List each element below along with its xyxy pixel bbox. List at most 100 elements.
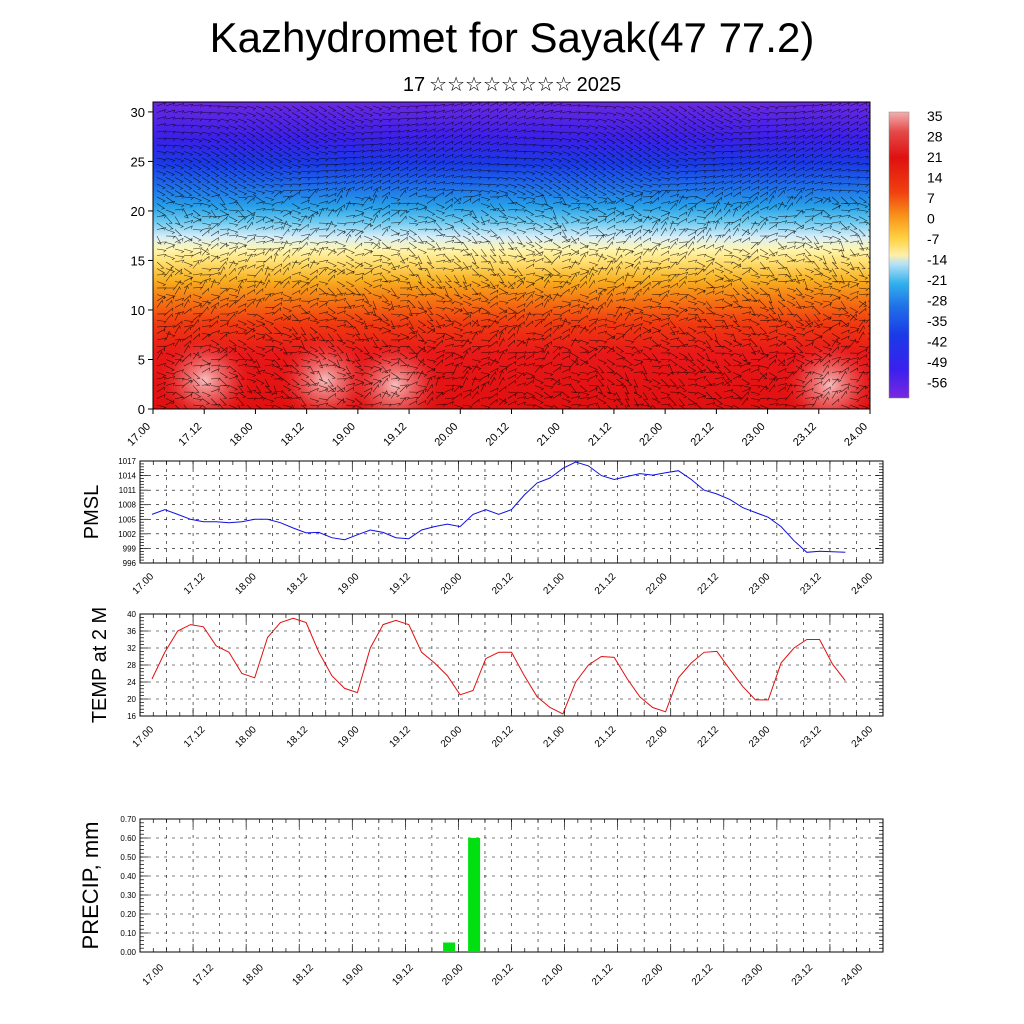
heatmap-x-tick-label: 23.00 [740,421,768,449]
heatmap-x-tick-label: 18.12 [279,421,307,449]
heatmap-y-tick-label: 10 [131,303,145,318]
temp-x-tick-label: 21.00 [542,724,568,750]
precip-y-tick-label: 0.20 [120,910,136,919]
heatmap-x-tick-label: 21.12 [586,421,614,449]
heatmap-y-tick-label: 20 [131,204,145,219]
precip-x-tick-label: 20.12 [490,962,516,988]
temp-y-tick-label: 24 [127,678,136,687]
precip-x-tick-label: 19.12 [390,962,416,988]
colorbar-label: -49 [927,354,947,370]
temp-x-tick-label: 20.12 [490,724,516,750]
temp-x-tick-label: 18.00 [233,724,259,750]
pmsl-y-tick-label: 1011 [119,486,137,495]
precip-y-tick-label: 0.50 [120,853,136,862]
temp-x-tick-label: 17.12 [182,724,208,750]
pmsl-y-tick-label: 1014 [118,472,136,481]
temp-y-tick-label: 16 [127,712,136,721]
heatmap-x-tick-label: 20.12 [484,421,512,449]
warm-spot [347,339,443,409]
pmsl-x-tick-label: 21.00 [542,571,568,597]
precip-x-tick-label: 17.00 [141,962,167,988]
pmsl-x-tick-label: 24.00 [850,571,876,597]
pmsl-x-tick-label: 20.00 [439,571,465,597]
heatmap-x-tick-label: 23.12 [791,421,819,449]
heatmap-x-tick-label: 24.00 [842,421,870,449]
temp-x-tick-label: 17.00 [131,724,157,750]
colorbar-label: -14 [927,252,947,268]
date-year: 2025 [576,74,622,96]
pmsl-x-tick-label: 19.00 [336,571,362,597]
precip-x-tick-label: 18.00 [241,962,267,988]
colorbar-label: 14 [927,170,943,186]
precip-y-tick-label: 0.00 [120,948,136,957]
pmsl-x-tick-label: 17.00 [131,571,157,597]
pmsl-y-tick-label: 999 [123,544,137,553]
colorbar-label: -56 [927,375,947,391]
temp-x-tick-label: 22.12 [696,724,722,750]
colorbar-label: 35 [927,108,943,124]
temp-x-tick-label: 22.00 [644,724,670,750]
heatmap-y-tick-label: 5 [138,352,145,367]
heatmap-x-tick-label: 19.00 [330,421,358,449]
date-day: 17 [402,74,426,96]
colorbar-label: -28 [927,293,947,309]
heatmap-y-tick-label: 25 [131,154,145,169]
temp-x-tick-label: 19.12 [387,724,413,750]
colorbar-label: 28 [927,129,943,145]
pmsl-series-line [151,461,846,553]
precip-y-tick-label: 0.30 [120,891,136,900]
precip-x-tick-label: 19.00 [340,962,366,988]
temp-x-tick-label: 19.00 [336,724,362,750]
heatmap-x-tick-label: 21.00 [535,421,563,449]
temp-y-tick-label: 28 [127,661,136,670]
date-month: ☆☆☆☆☆☆☆☆ [429,74,573,96]
precip-bar [443,942,456,952]
pmsl-x-tick-label: 17.12 [182,571,208,597]
pmsl-y-tick-label: 1017 [118,457,136,466]
precip-x-tick-label: 21.12 [590,962,616,988]
heatmap-x-tick-label: 18.00 [228,421,256,449]
pmsl-x-tick-label: 22.12 [696,571,722,597]
precip-y-tick-label: 0.60 [120,834,136,843]
precip-x-tick-label: 23.00 [740,962,766,988]
precip-x-tick-label: 22.00 [640,962,666,988]
temp-y-tick-label: 20 [127,695,136,704]
pmsl-x-tick-label: 19.12 [387,571,413,597]
precip-y-tick-label: 0.10 [120,929,136,938]
temp-x-tick-label: 18.12 [285,724,311,750]
precip-y-tick-label: 0.40 [120,872,136,881]
heatmap-y-tick-label: 15 [131,253,145,268]
temp-series-line [151,617,846,715]
heatmap-x-tick-label: 17.12 [176,421,204,449]
colorbar-label: -35 [927,313,947,329]
page-title: Kazhydromet for Sayak(47 77.2) [209,14,815,61]
pmsl-y-tick-label: 1002 [118,530,136,539]
precip-x-tick-label: 23.12 [790,962,816,988]
temp-y-label: TEMP at 2 M [89,607,111,723]
precip-x-tick-label: 18.12 [290,962,316,988]
precip-x-tick-label: 24.00 [840,962,866,988]
pmsl-y-tick-label: 1008 [118,501,136,510]
temp-y-tick-label: 40 [127,610,136,619]
colorbar-label: 7 [927,190,935,206]
heatmap-y-tick-label: 0 [138,402,145,417]
temp-x-tick-label: 23.12 [798,724,824,750]
pmsl-x-tick-label: 23.00 [747,571,773,597]
temp-y-tick-label: 36 [127,627,136,636]
pmsl-x-tick-label: 18.00 [233,571,259,597]
heatmap-x-tick-label: 17.00 [125,421,153,449]
precip-y-label: PRECIP, mm [78,822,103,950]
pmsl-x-tick-label: 20.12 [490,571,516,597]
pmsl-y-tick-label: 996 [123,559,137,568]
cross-section-heatmap [153,102,870,409]
temp-x-tick-label: 23.00 [747,724,773,750]
colorbar-label: -21 [927,272,947,288]
colorbar [888,111,910,399]
heatmap-y-tick-label: 30 [131,105,145,120]
heatmap-x-tick-label: 19.12 [381,421,409,449]
precip-x-tick-label: 22.12 [690,962,716,988]
heatmap-x-tick-label: 22.12 [689,421,717,449]
heatmap-x-tick-label: 22.00 [637,421,665,449]
precip-x-tick-label: 17.12 [191,962,217,988]
